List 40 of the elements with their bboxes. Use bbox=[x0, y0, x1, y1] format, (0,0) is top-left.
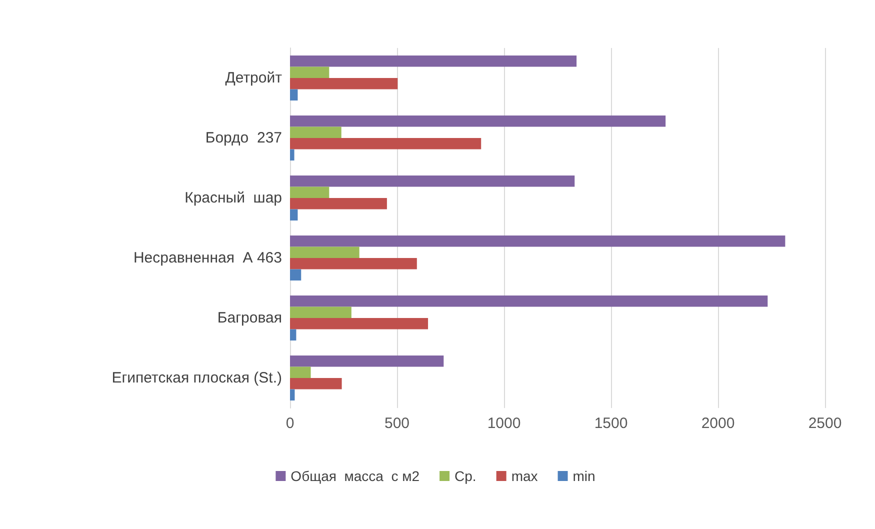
x-tick-label: 1500 bbox=[594, 415, 628, 432]
x-tick-label: 2000 bbox=[701, 415, 735, 432]
x-tick-label: 500 bbox=[384, 415, 410, 432]
bar bbox=[290, 149, 294, 160]
bar bbox=[290, 209, 298, 220]
legend-label: Общая масса с м2 bbox=[290, 468, 420, 484]
bar bbox=[290, 56, 577, 67]
bar bbox=[290, 269, 302, 280]
bar bbox=[290, 378, 342, 390]
y-tick-label: Бордо 237 bbox=[205, 130, 282, 146]
bar bbox=[290, 198, 387, 210]
y-tick-label: Багровая bbox=[217, 310, 282, 326]
y-tick-label: Египетская плоская (St.) bbox=[112, 370, 282, 386]
bar bbox=[290, 89, 298, 100]
legend-label: Ср. bbox=[454, 468, 476, 484]
y-tick-label: Красный шар bbox=[184, 190, 282, 206]
bar bbox=[290, 296, 768, 307]
bar bbox=[290, 138, 482, 150]
bar bbox=[290, 126, 342, 138]
legend-label: min bbox=[572, 468, 596, 484]
bar bbox=[290, 329, 296, 340]
y-tick-label: Детройт bbox=[225, 70, 282, 86]
bar bbox=[290, 116, 666, 127]
bar bbox=[290, 66, 330, 78]
bar bbox=[290, 366, 311, 378]
bar bbox=[290, 186, 330, 198]
y-tick-label: Несравненная А 463 bbox=[133, 250, 282, 266]
bar bbox=[290, 306, 352, 318]
x-tick-label: 2500 bbox=[808, 415, 842, 432]
x-tick-label: 1000 bbox=[487, 415, 521, 432]
bar bbox=[290, 176, 575, 187]
bar bbox=[290, 318, 428, 330]
bar bbox=[290, 356, 444, 367]
bar bbox=[290, 389, 295, 400]
legend-label: max bbox=[511, 468, 538, 484]
bar bbox=[290, 258, 417, 270]
bar bbox=[290, 78, 398, 90]
x-tick-label: 0 bbox=[286, 415, 294, 432]
bar bbox=[290, 236, 786, 247]
bar bbox=[290, 246, 360, 258]
